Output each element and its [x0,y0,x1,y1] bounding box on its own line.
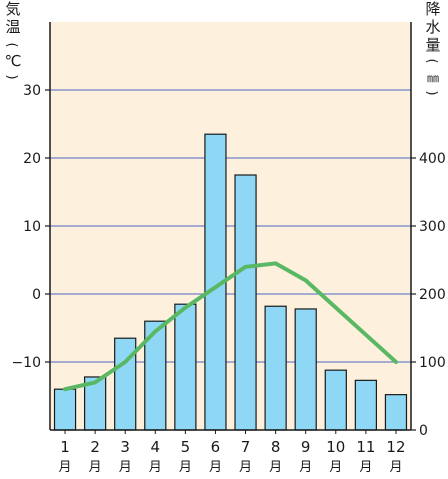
left-axis-title: 気温 ( ℃) [4,0,21,80]
x-axis: 1 月 2 月 3 月 4 月 5 月 6 月 7 月 8 月 9 月 10 月 11 月 12 月 [59,430,406,475]
x-tick-label: 7 [241,438,251,456]
right-title-char: ( [424,58,439,63]
precip-bar [234,174,257,431]
left-title-char: ) [4,74,19,79]
x-tick-label: 2 [90,438,100,456]
gridlines [50,89,411,363]
x-tick-label: 9 [301,438,311,456]
right-axis: 0 100 200 300 400 [411,151,446,439]
x-month-label: 月 [389,460,402,475]
x-tick-label: 10 [326,438,345,456]
right-tick-label: 400 [419,151,446,167]
left-title-char: ( [4,42,19,47]
left-tick-label: −10 [11,355,41,371]
x-tick-label: 3 [120,438,130,456]
x-month-label: 月 [269,460,282,475]
left-axis: 30 20 10 0 −10 [11,83,50,371]
x-month-label: 月 [59,460,72,475]
right-tick-label: 300 [419,219,446,235]
right-tick-label: 0 [419,423,428,439]
right-title-char: 降 [425,0,440,18]
left-title-char: 温 [5,18,20,36]
precip-bar [174,303,197,431]
right-axis-title: 降水量 ( ㎜) [424,0,441,96]
right-title-char: ㎜ [427,71,439,85]
x-tick-label: 11 [356,438,375,456]
temperature-line [63,261,398,392]
precip-bar [53,388,77,431]
x-month-label: 月 [119,460,132,475]
x-month-label: 月 [359,460,372,475]
x-month-label: 月 [239,460,252,475]
right-tick-label: 200 [419,287,446,303]
x-tick-label: 8 [271,438,281,456]
left-title-char: ℃ [5,52,22,70]
x-month-label: 月 [329,460,342,475]
x-month-label: 月 [299,460,312,475]
left-tick-label: 30 [23,83,41,99]
x-tick-label: 5 [181,438,191,456]
precip-bar [324,369,347,431]
x-tick-label: 12 [386,438,405,456]
precip-bar [264,305,287,431]
precip-bar [384,394,408,431]
right-title-char: ) [424,90,439,95]
right-title-char: 量 [425,36,440,54]
left-title-char: 気 [5,0,20,18]
x-month-label: 月 [149,460,162,475]
x-month-label: 月 [179,460,192,475]
x-tick-label: 6 [211,438,221,456]
left-tick-label: 0 [32,287,41,303]
x-month-label: 月 [209,460,222,475]
x-tick-label: 4 [151,438,161,456]
right-title-char: 水 [425,18,440,36]
x-month-label: 月 [89,460,102,475]
x-tick-label: 1 [60,438,70,456]
right-tick-label: 100 [419,355,446,371]
left-tick-label: 10 [23,219,41,235]
precip-bar [294,308,317,431]
left-tick-label: 20 [23,151,41,167]
precip-bar [354,379,378,431]
